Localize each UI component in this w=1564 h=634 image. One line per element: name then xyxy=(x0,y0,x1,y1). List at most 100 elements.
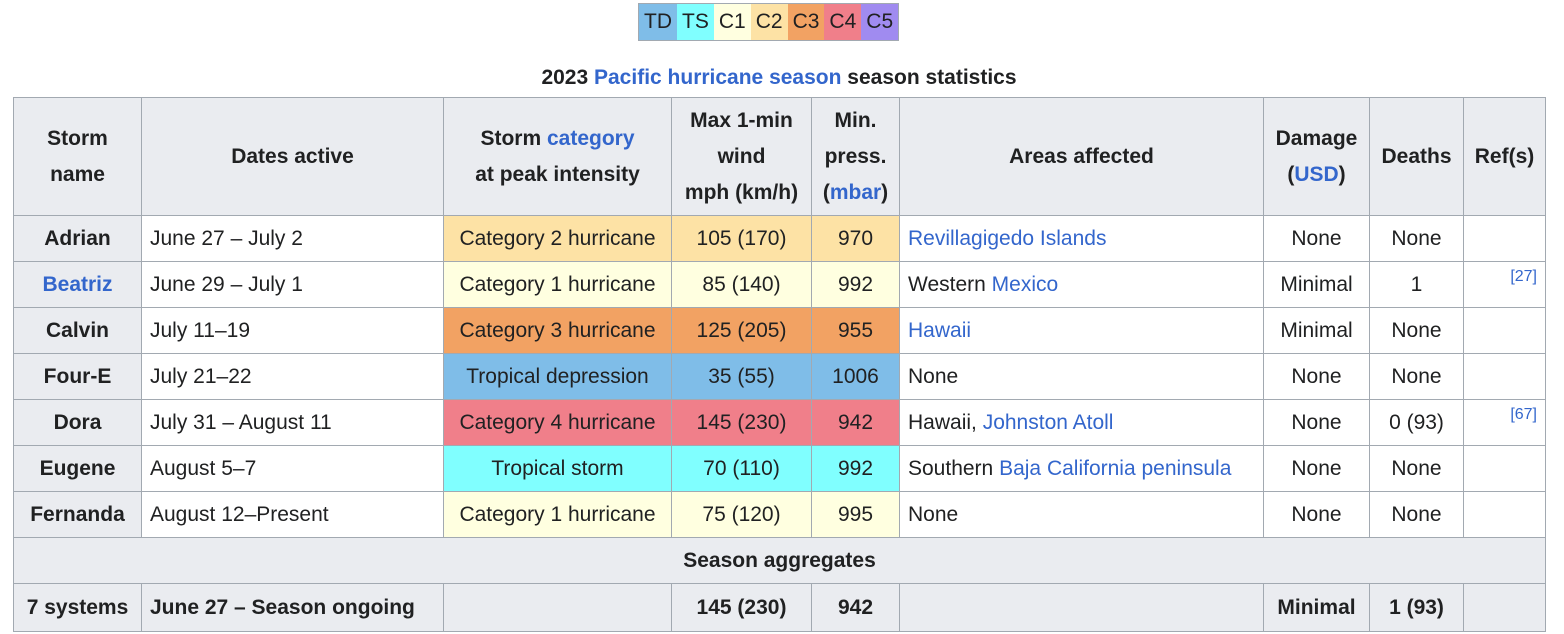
season-statistics-table: Storm name Dates active Storm category at … xyxy=(13,97,1546,632)
min-pressure: 992 xyxy=(811,445,900,492)
table-row: Four-E July 21–22 Tropical depression 35 (5… xyxy=(13,353,1546,400)
min-pressure: 992 xyxy=(811,261,900,308)
max-wind: 35 (55) xyxy=(671,353,812,400)
storm-category: Category 1 hurricane xyxy=(443,261,672,308)
storm-name: Dora xyxy=(13,399,142,446)
table-row: Adrian June 27 – July 2 Category 2 hurrica… xyxy=(13,215,1546,262)
storm-category: Tropical depression xyxy=(443,353,672,400)
deaths: None xyxy=(1369,491,1464,538)
area-link[interactable]: Hawaii xyxy=(908,318,972,342)
areas-affected: Hawaii xyxy=(899,307,1264,354)
reference[interactable] xyxy=(1463,353,1546,400)
legend-td: TD xyxy=(639,4,677,40)
legend-c3: C3 xyxy=(787,4,825,40)
storm-name: Eugene xyxy=(13,445,142,492)
deaths: None xyxy=(1369,353,1464,400)
area-link[interactable]: Mexico xyxy=(991,272,1059,296)
table-row: Fernanda August 12–Present Category 1 hurr… xyxy=(13,491,1546,538)
dates-active: June 27 – July 2 xyxy=(141,215,444,262)
min-pressure: 1006 xyxy=(811,353,900,400)
header-areas-affected: Areas affected xyxy=(899,97,1264,216)
header-refs: Ref(s) xyxy=(1463,97,1546,216)
max-wind: 145 (230) xyxy=(671,399,812,446)
table-row: Dora July 31 – August 11 Category 4 hurric… xyxy=(13,399,1546,446)
reference-link[interactable]: [27] xyxy=(1510,268,1537,285)
reference[interactable] xyxy=(1463,445,1546,492)
storm-name[interactable]: Beatriz xyxy=(13,261,142,308)
max-wind: 70 (110) xyxy=(671,445,812,492)
min-pressure: 955 xyxy=(811,307,900,354)
legend-c1: C1 xyxy=(713,4,751,40)
area-link[interactable]: Johnston Atoll xyxy=(982,410,1114,434)
caption-season-link[interactable]: Pacific hurricane season xyxy=(594,66,842,89)
aggregate-wind: 145 (230) xyxy=(671,583,812,632)
category-link[interactable]: category xyxy=(546,126,635,150)
areas-affected: Hawaii, Johnston Atoll xyxy=(899,399,1264,446)
max-wind: 105 (170) xyxy=(671,215,812,262)
table-row: Beatriz June 29 – July 1 Category 1 hurric… xyxy=(13,261,1546,308)
storm-name: Calvin xyxy=(13,307,142,354)
damage: None xyxy=(1263,399,1370,446)
damage: None xyxy=(1263,353,1370,400)
areas-affected: Western Mexico xyxy=(899,261,1264,308)
dates-active: August 12–Present xyxy=(141,491,444,538)
aggregate-areas xyxy=(899,583,1264,632)
legend-ts: TS xyxy=(677,4,714,40)
deaths: None xyxy=(1369,307,1464,354)
dates-active: June 29 – July 1 xyxy=(141,261,444,308)
header-category: Storm category at peak intensity xyxy=(443,97,672,216)
caption-prefix: 2023 xyxy=(541,66,594,89)
table-row: Calvin July 11–19 Category 3 hurricane 125 … xyxy=(13,307,1546,354)
header-pressure: Min. press. (mbar) xyxy=(811,97,900,216)
reference-link[interactable]: [67] xyxy=(1510,406,1537,423)
storm-category: Category 3 hurricane xyxy=(443,307,672,354)
storm-category: Tropical storm xyxy=(443,445,672,492)
caption-suffix: season statistics xyxy=(841,66,1017,89)
reference[interactable] xyxy=(1463,307,1546,354)
table-row: Eugene August 5–7 Tropical storm 70 (110) 99… xyxy=(13,445,1546,492)
aggregate-refs xyxy=(1463,583,1546,632)
intensity-legend: TD TS C1 C2 C3 C4 C5 xyxy=(638,3,900,41)
areas-affected: None xyxy=(899,353,1264,400)
deaths: 1 xyxy=(1369,261,1464,308)
legend-c5: C5 xyxy=(861,4,899,40)
deaths: None xyxy=(1369,445,1464,492)
reference[interactable]: [27] xyxy=(1463,261,1546,308)
aggregate-systems: 7 systems xyxy=(13,583,142,632)
aggregates-heading-row: Season aggregates xyxy=(13,537,1546,584)
header-wind: Max 1-min wind mph (km/h) xyxy=(671,97,812,216)
reference[interactable]: [67] xyxy=(1463,399,1546,446)
min-pressure: 995 xyxy=(811,491,900,538)
reference[interactable] xyxy=(1463,215,1546,262)
areas-affected: Southern Baja California peninsula xyxy=(899,445,1264,492)
damage: Minimal xyxy=(1263,307,1370,354)
table-caption: 2023 Pacific hurricane season season sta… xyxy=(0,64,1558,92)
aggregate-deaths: 1 (93) xyxy=(1369,583,1464,632)
area-link[interactable]: Revillagigedo Islands xyxy=(908,226,1107,250)
aggregate-damage: Minimal xyxy=(1263,583,1370,632)
areas-affected: Revillagigedo Islands xyxy=(899,215,1264,262)
min-pressure: 942 xyxy=(811,399,900,446)
aggregate-category xyxy=(443,583,672,632)
damage: None xyxy=(1263,215,1370,262)
aggregates-row: 7 systems June 27 – Season ongoing 145 (… xyxy=(13,583,1546,632)
deaths: None xyxy=(1369,215,1464,262)
max-wind: 75 (120) xyxy=(671,491,812,538)
header-deaths: Deaths xyxy=(1369,97,1464,216)
areas-affected: None xyxy=(899,491,1264,538)
max-wind: 85 (140) xyxy=(671,261,812,308)
damage: Minimal xyxy=(1263,261,1370,308)
min-pressure: 970 xyxy=(811,215,900,262)
header-damage: Damage (USD) xyxy=(1263,97,1370,216)
dates-active: July 31 – August 11 xyxy=(141,399,444,446)
aggregate-dates: June 27 – Season ongoing xyxy=(141,583,444,632)
storm-category: Category 2 hurricane xyxy=(443,215,672,262)
legend-c2: C2 xyxy=(750,4,788,40)
header-storm-name: Storm name xyxy=(13,97,142,216)
area-link[interactable]: Baja California peninsula xyxy=(999,456,1232,480)
aggregate-pressure: 942 xyxy=(811,583,900,632)
reference[interactable] xyxy=(1463,491,1546,538)
usd-link[interactable]: USD xyxy=(1294,162,1339,186)
max-wind: 125 (205) xyxy=(671,307,812,354)
mbar-link[interactable]: mbar xyxy=(829,180,882,204)
